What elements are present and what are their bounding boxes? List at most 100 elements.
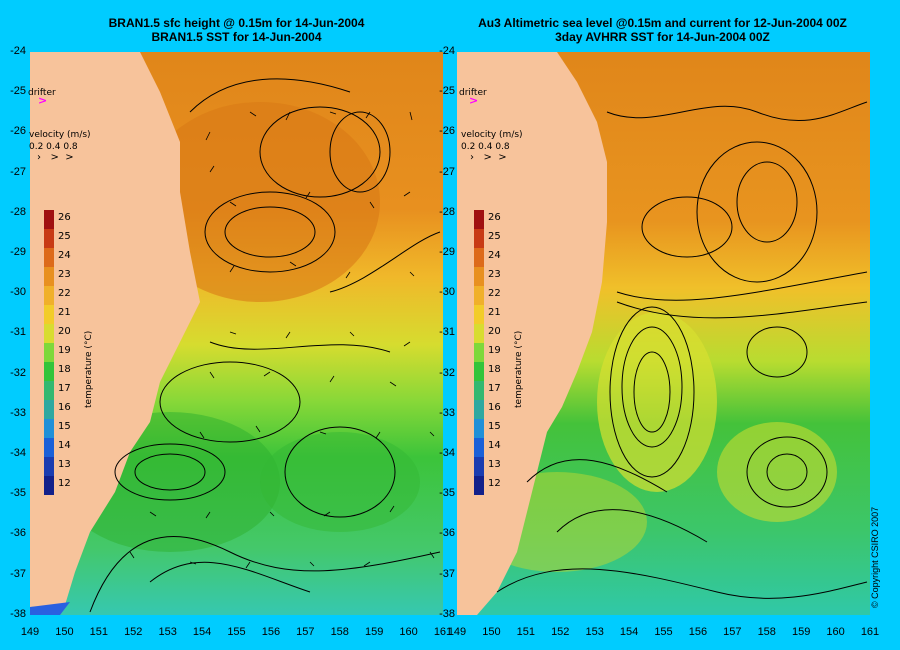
colorbar-tick-label: 15 <box>58 421 71 432</box>
left-contours <box>89 78 441 613</box>
lat-tick-right: -30 <box>439 286 455 299</box>
lat-tick-left: -25 <box>10 85 26 98</box>
right-map-svg <box>457 52 870 615</box>
lon-tick-left: 159 <box>364 626 384 638</box>
lat-tick-left: -38 <box>10 607 26 620</box>
lon-tick-left: 161 <box>433 626 453 638</box>
lon-tick-left: 158 <box>330 626 349 638</box>
right-velocity-label: velocity (m/s) <box>461 130 523 140</box>
lon-tick-right: 160 <box>826 626 845 638</box>
colorbar-tick-label: 17 <box>488 383 501 394</box>
lat-tick-right: -27 <box>439 165 455 178</box>
colorbar-tick-label: 17 <box>58 383 71 394</box>
colorbar-tick-label: 13 <box>58 459 71 470</box>
colorbar-tick-label: 24 <box>488 250 501 261</box>
colorbar-tick-label: 25 <box>488 231 501 242</box>
lat-tick-right: -34 <box>439 447 455 459</box>
lat-tick-right: -28 <box>439 205 455 218</box>
left-drifter-marker: > <box>38 94 48 107</box>
lat-tick-right: -29 <box>439 246 455 258</box>
colorbar-title: temperature (°C) <box>84 331 94 408</box>
lon-tick-right: 159 <box>791 626 811 638</box>
lon-tick-left: 152 <box>124 626 143 638</box>
left-map-panel <box>30 52 443 615</box>
colorbar-swatch <box>44 362 54 381</box>
colorbar-swatch <box>44 457 54 476</box>
lon-tick-left: 157 <box>296 626 315 638</box>
lon-tick-right: 156 <box>688 626 708 638</box>
lon-tick-right: 151 <box>516 626 535 638</box>
colorbar-tick-label: 16 <box>488 402 501 413</box>
lat-tick-right: -35 <box>439 487 455 500</box>
colorbar-tick-label: 13 <box>488 459 501 470</box>
colorbar-swatch <box>44 229 54 248</box>
colorbar-swatch <box>474 210 484 229</box>
colorbar-swatch <box>44 381 54 400</box>
copyright-notice: © Copyright CSIRO 2007 <box>870 506 880 608</box>
colorbar-swatch <box>44 248 54 267</box>
colorbar-swatch <box>474 324 484 343</box>
colorbar-swatch <box>474 248 484 267</box>
colorbar-swatch <box>474 438 484 457</box>
colorbar-tick-label: 23 <box>58 269 71 280</box>
left-velocity-label: velocity (m/s) <box>29 130 91 140</box>
lon-tick-left: 150 <box>55 626 74 638</box>
right-drifter-marker: > <box>469 94 479 107</box>
lat-tick-right: -26 <box>439 125 455 138</box>
colorbar-tick-label: 12 <box>58 478 71 489</box>
colorbar-swatch <box>44 324 54 343</box>
colorbar-swatch <box>44 438 54 457</box>
lat-tick-right: -31 <box>439 326 455 339</box>
colorbar-tick-label: 14 <box>488 440 501 451</box>
colorbar-swatch <box>44 476 54 495</box>
lat-tick-left: -29 <box>10 246 26 258</box>
lat-tick-right: -32 <box>439 366 455 379</box>
lon-tick-left: 151 <box>89 626 108 638</box>
colorbar-swatch <box>474 476 484 495</box>
lat-tick-left: -26 <box>10 125 26 138</box>
colorbar-swatch <box>44 267 54 286</box>
lat-tick-right: -25 <box>439 85 455 98</box>
lon-tick-left: 153 <box>158 626 177 638</box>
right-contours <box>496 101 868 599</box>
lon-tick-right: 153 <box>585 626 604 638</box>
colorbar-swatch <box>474 343 484 362</box>
colorbar-tick-label: 20 <box>58 326 71 337</box>
colorbar-tick-label: 14 <box>58 440 71 451</box>
lat-tick-left: -28 <box>10 205 26 218</box>
lat-tick-right: -33 <box>439 406 455 419</box>
colorbar-swatch <box>44 400 54 419</box>
colorbar-swatch <box>44 210 54 229</box>
right-colorbar: 26 25 24 23 22 21 20 19 18 17 16 15 14 13 12 temperatur… <box>474 210 524 495</box>
left-current-arrows <box>129 111 435 569</box>
colorbar-swatch <box>474 419 484 438</box>
colorbar-swatch <box>474 229 484 248</box>
lon-tick-right: 158 <box>757 626 776 638</box>
colorbar-tick-label: 16 <box>58 402 71 413</box>
left-colorbar: 26 25 24 23 22 21 20 19 18 17 16 15 14 13 12 temperatur… <box>44 210 94 495</box>
colorbar-swatch <box>474 457 484 476</box>
colorbar-tick-label: 23 <box>488 269 501 280</box>
lat-tick-left: -34 <box>10 447 26 459</box>
colorbar-tick-label: 21 <box>488 307 501 318</box>
colorbar-swatch <box>44 343 54 362</box>
lon-tick-left: 156 <box>261 626 281 638</box>
left-velocity-arrows: › > > <box>37 152 74 163</box>
colorbar-swatch <box>474 267 484 286</box>
lat-tick-left: -30 <box>10 286 26 299</box>
left-drifter-label: drifter <box>28 88 56 98</box>
colorbar-tick-label: 19 <box>488 345 501 356</box>
lon-tick-left: 155 <box>227 626 246 638</box>
lat-tick-right: -24 <box>439 45 455 57</box>
right-land-mass <box>457 52 607 615</box>
lat-tick-right: -36 <box>439 527 455 540</box>
colorbar-tick-label: 18 <box>58 364 71 375</box>
lat-tick-left: -31 <box>10 326 26 339</box>
colorbar-tick-label: 12 <box>488 478 501 489</box>
lon-tick-right: 157 <box>723 626 742 638</box>
lat-tick-left: -37 <box>10 567 26 580</box>
colorbar-swatch <box>44 419 54 438</box>
lon-tick-right: 149 <box>447 626 467 638</box>
lon-tick-right: 161 <box>860 626 880 638</box>
